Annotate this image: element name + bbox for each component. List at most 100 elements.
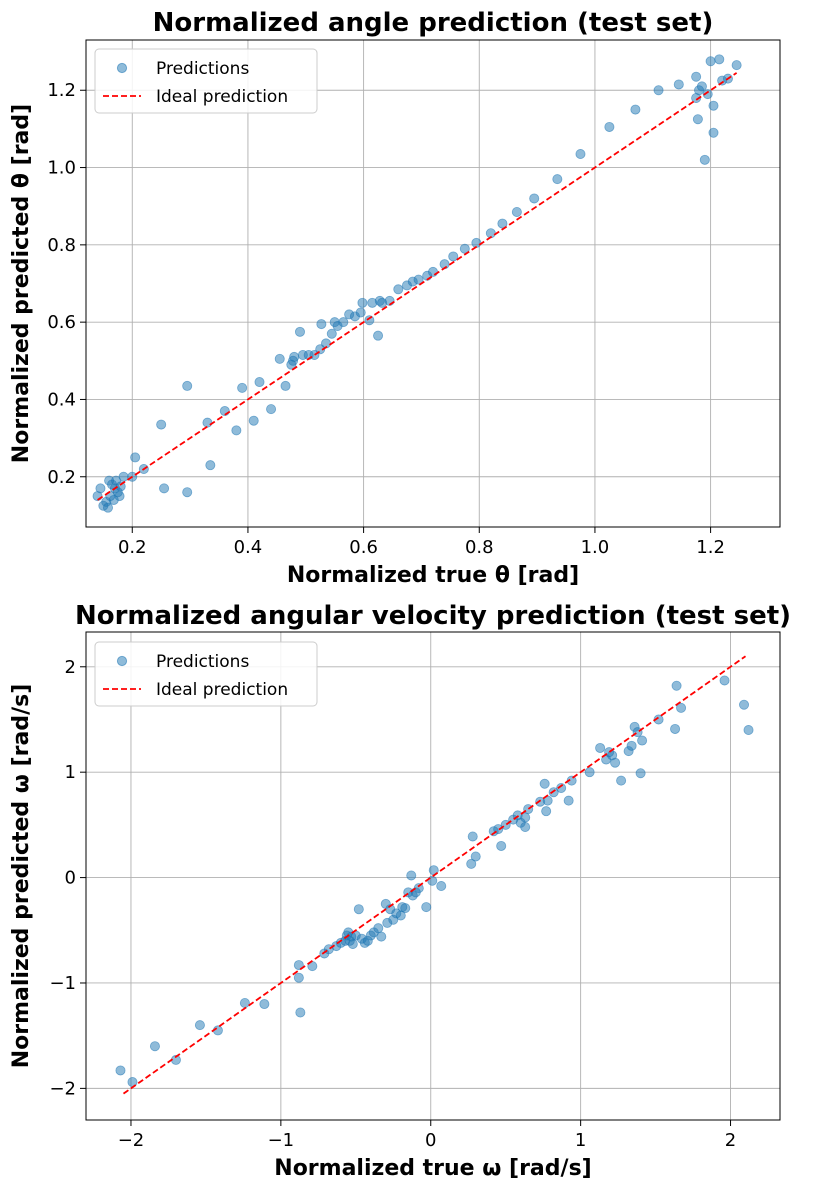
y-tick-label: 1 — [65, 762, 76, 783]
data-point — [194, 1020, 205, 1031]
data-point — [566, 775, 577, 786]
data-point — [539, 778, 550, 789]
data-point — [470, 851, 481, 862]
data-point — [373, 330, 384, 341]
data-point — [575, 149, 586, 160]
data-point — [671, 680, 682, 691]
data-point — [413, 883, 424, 894]
data-point — [293, 960, 304, 971]
data-point — [130, 452, 141, 463]
data-point — [293, 972, 304, 983]
data-point — [159, 483, 170, 494]
data-point — [637, 735, 648, 746]
data-point — [610, 757, 621, 768]
data-point — [421, 902, 432, 913]
data-point — [466, 858, 477, 869]
y-tick-label: 0.6 — [47, 312, 76, 333]
data-point — [552, 174, 563, 185]
data-point — [595, 742, 606, 753]
x-tick-label: 1 — [575, 1130, 586, 1151]
data-point — [511, 206, 522, 217]
data-point — [393, 284, 404, 295]
data-point — [705, 56, 716, 67]
ideal-prediction-line — [97, 72, 738, 501]
data-point — [541, 806, 552, 817]
data-point — [702, 89, 713, 100]
data-point — [102, 502, 113, 513]
data-point — [237, 382, 248, 393]
data-point — [670, 723, 681, 734]
data-point — [248, 415, 259, 426]
legend-box — [94, 641, 318, 707]
x-tick-label: 1.0 — [581, 537, 610, 558]
data-point — [673, 79, 684, 90]
legend-label-predictions: Predictions — [156, 652, 249, 672]
data-point — [326, 328, 337, 339]
legend-label-predictions: Predictions — [156, 59, 249, 79]
x-tick-label: 0.2 — [118, 537, 147, 558]
y-tick-label: 0.2 — [47, 467, 76, 488]
data-point — [400, 903, 411, 914]
data-point — [691, 71, 702, 82]
axes-frame — [85, 39, 781, 528]
data-point — [316, 319, 327, 330]
data-point — [616, 775, 627, 786]
data-point — [653, 714, 664, 725]
data-point — [496, 840, 507, 851]
data-point — [205, 460, 216, 471]
legend-marker-predictions — [116, 655, 128, 667]
data-point — [427, 266, 438, 277]
data-point — [699, 154, 710, 165]
x-axis-label: Normalized true ω [rad/s] — [274, 1156, 591, 1181]
data-point — [347, 938, 358, 949]
data-point — [708, 127, 719, 138]
legend: Predictions Ideal prediction — [94, 641, 318, 707]
x-tick-label: 0.4 — [234, 537, 263, 558]
data-point — [182, 487, 193, 498]
data-point — [529, 193, 540, 204]
data-point — [448, 251, 459, 262]
data-point — [731, 60, 742, 71]
data-point — [202, 417, 213, 428]
data-point — [149, 1041, 160, 1052]
data-point — [459, 243, 470, 254]
data-point — [295, 1007, 306, 1018]
chart-title: Normalized angular velocity prediction (… — [75, 601, 791, 631]
data-point — [427, 875, 438, 886]
data-point — [708, 100, 719, 111]
data-point — [630, 104, 641, 115]
x-tick-label: −1 — [268, 1130, 295, 1151]
y-tick-label: −2 — [49, 1078, 76, 1099]
data-point — [289, 351, 300, 362]
x-tick-label: 0.8 — [465, 537, 494, 558]
data-point — [413, 274, 424, 285]
data-point — [357, 297, 368, 308]
data-point — [653, 85, 664, 96]
data-point — [266, 404, 277, 415]
data-point — [182, 380, 193, 391]
x-tick-label: 1.2 — [696, 537, 725, 558]
data-point — [231, 425, 242, 436]
data-point — [626, 740, 637, 751]
data-point — [696, 81, 707, 92]
chart-panel-2: −2 −1 0 1 2 −2 −1 0 1 2 Predictions Ideal predictio… — [9, 601, 791, 1181]
data-point — [467, 831, 478, 842]
data-point — [353, 904, 364, 915]
data-point — [254, 377, 265, 388]
data-point — [274, 353, 285, 364]
legend-label-ideal: Ideal prediction — [156, 87, 288, 107]
legend: Predictions Ideal prediction — [94, 48, 318, 114]
data-point — [406, 870, 417, 881]
data-point — [563, 795, 574, 806]
data-point — [719, 675, 730, 686]
data-point — [436, 881, 447, 892]
data-point — [294, 326, 305, 337]
data-point — [497, 218, 508, 229]
y-tick-label: 0 — [65, 868, 76, 889]
data-point — [115, 481, 126, 492]
y-tick-label: 2 — [65, 657, 76, 678]
y-axis-label: Normalized predicted ω [rad/s] — [9, 684, 34, 1069]
x-axis-label: Normalized true θ [rad] — [287, 563, 579, 588]
y-tick-label: 0.4 — [47, 389, 76, 410]
